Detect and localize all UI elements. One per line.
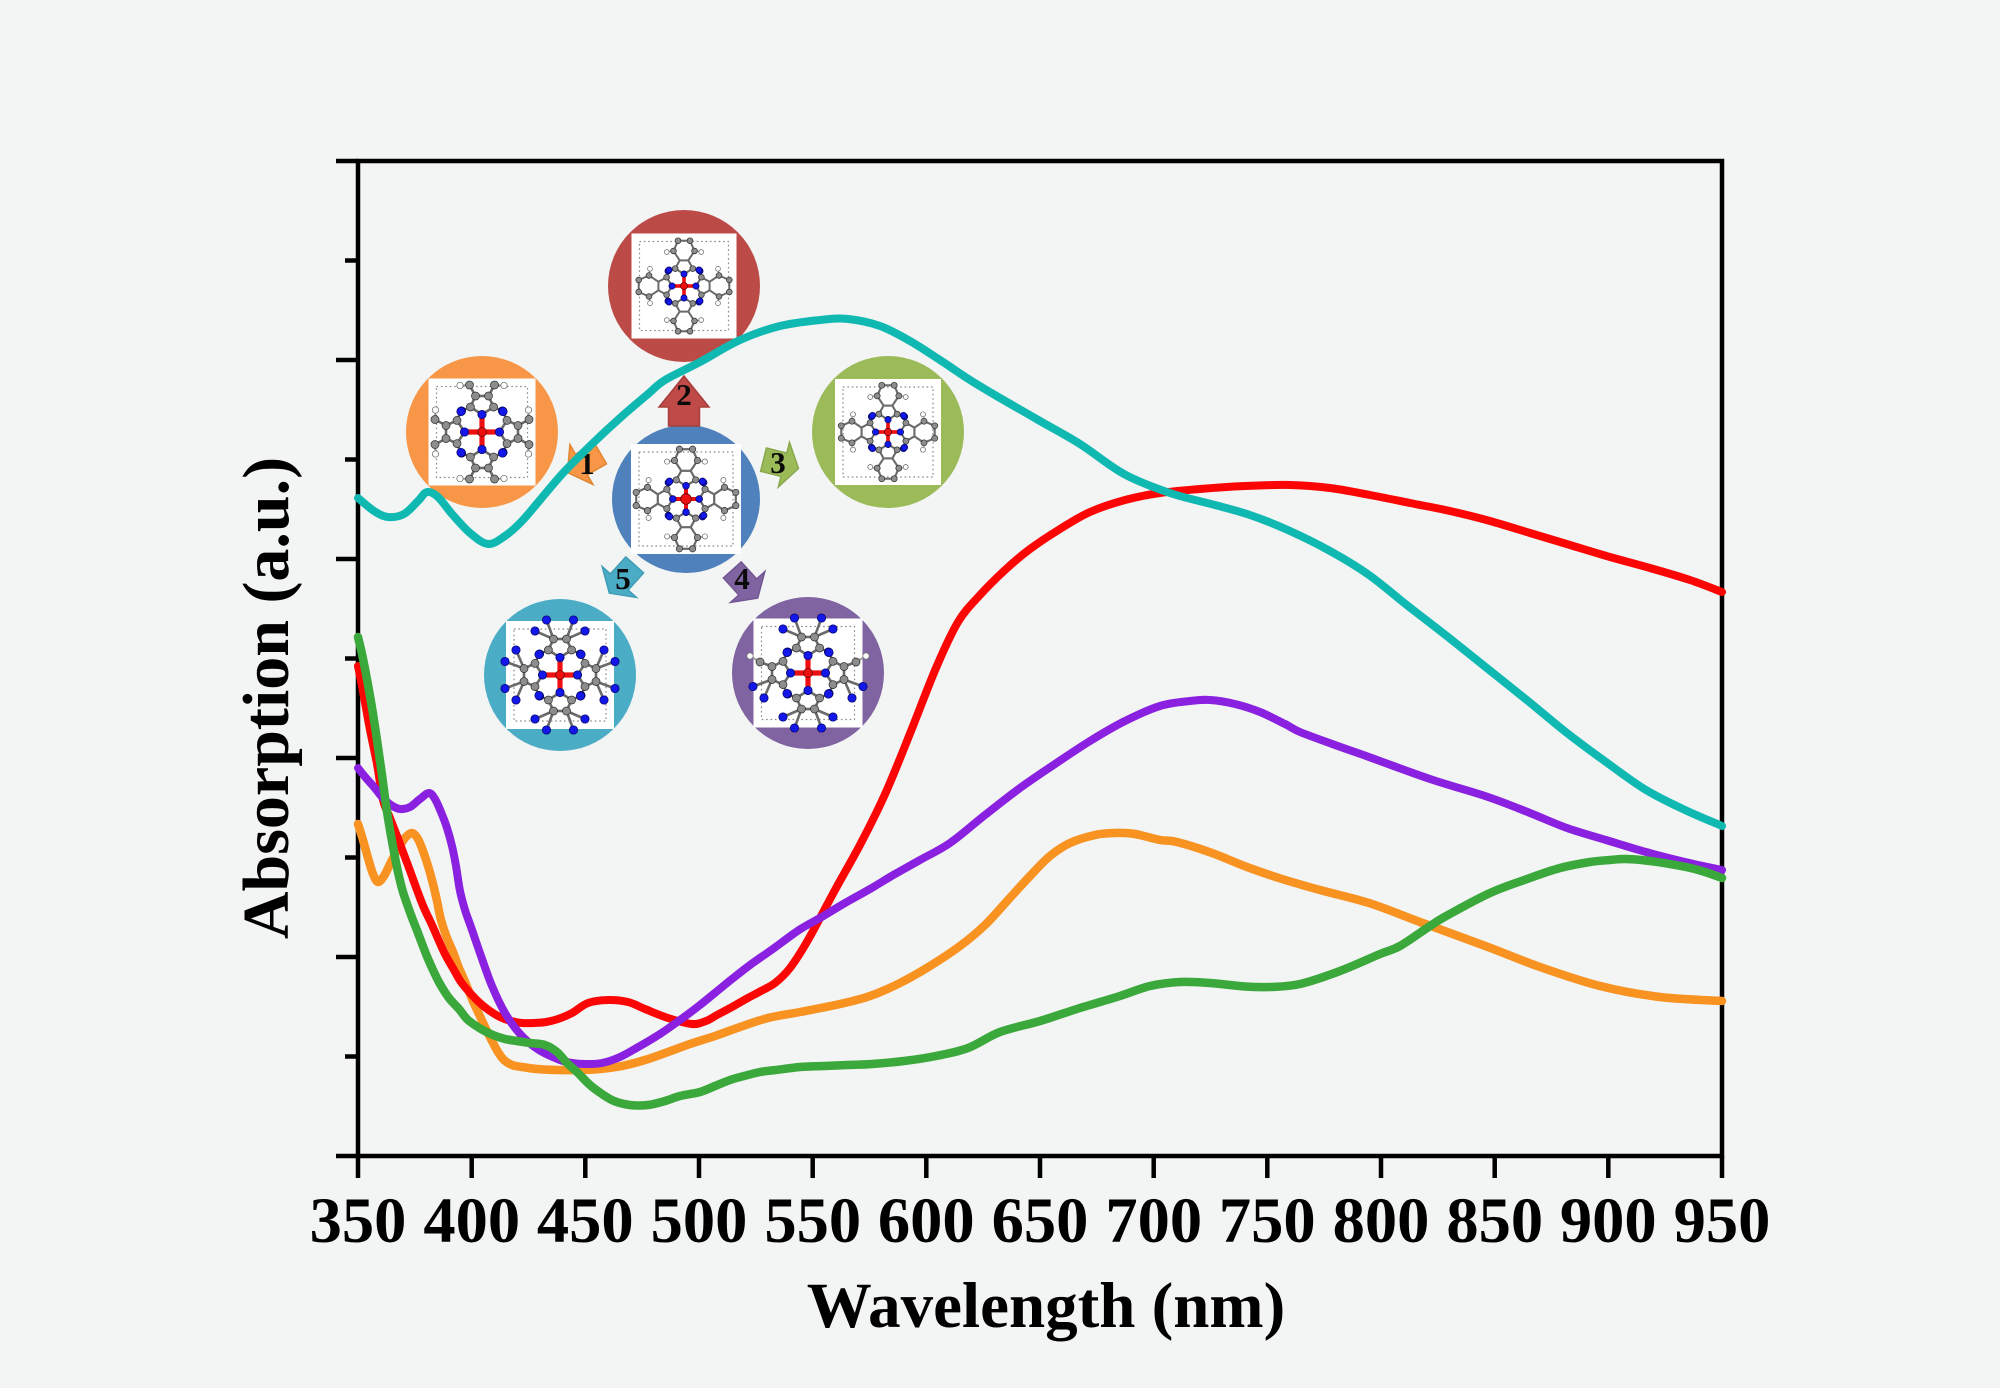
svg-text:350: 350: [310, 1185, 407, 1256]
svg-text:600: 600: [878, 1185, 975, 1256]
svg-text:2: 2: [676, 377, 692, 412]
svg-text:500: 500: [651, 1185, 748, 1256]
svg-text:700: 700: [1105, 1185, 1202, 1256]
svg-text:5: 5: [615, 561, 631, 596]
svg-text:4: 4: [734, 561, 750, 596]
svg-text:550: 550: [764, 1185, 861, 1256]
svg-text:650: 650: [992, 1185, 1089, 1256]
svg-text:3: 3: [770, 445, 786, 480]
svg-text:400: 400: [423, 1185, 520, 1256]
svg-text:750: 750: [1219, 1185, 1316, 1256]
svg-text:450: 450: [537, 1185, 634, 1256]
svg-text:800: 800: [1333, 1185, 1430, 1256]
svg-text:900: 900: [1560, 1185, 1657, 1256]
svg-text:850: 850: [1446, 1185, 1543, 1256]
svg-text:Wavelength (nm): Wavelength (nm): [807, 1270, 1285, 1342]
svg-text:Absorption (a.u.): Absorption (a.u.): [230, 457, 303, 939]
svg-text:950: 950: [1674, 1185, 1771, 1256]
